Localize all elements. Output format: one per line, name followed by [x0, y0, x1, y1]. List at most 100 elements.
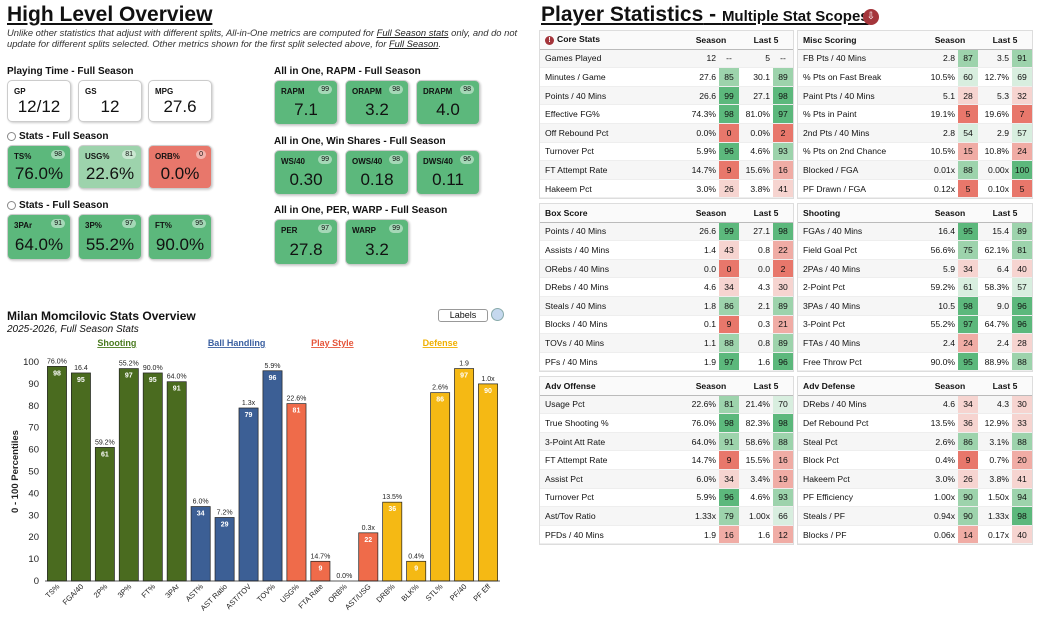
bar-usg-[interactable]	[286, 403, 307, 582]
bar-ast-tov[interactable]	[238, 407, 259, 582]
y-tick-label: 30	[28, 510, 39, 521]
info-icon[interactable]: !	[545, 36, 554, 46]
table-row: % Pts on Fast Break 10.5% 60 12.7% 69	[798, 68, 1032, 87]
radio-icon[interactable]	[7, 201, 16, 210]
season-value: 1.33x	[694, 510, 716, 521]
table-row: TOVs / 40 Mins 1.1 88 0.8 89	[540, 334, 793, 353]
bar-percentile-label: 91	[173, 386, 181, 393]
bar-pf-40[interactable]	[454, 368, 475, 582]
season-value: 1.9	[704, 529, 716, 540]
bar-tov-[interactable]	[262, 370, 283, 582]
y-tick-label: 20	[28, 532, 39, 543]
season-value: 0.12x	[933, 183, 955, 194]
season-value: 4.6	[943, 399, 955, 410]
last5-percentile: 57	[1012, 278, 1032, 296]
bar-percentile-label: 9	[318, 565, 322, 572]
season-value: 64.0%	[691, 436, 716, 447]
bar-ft-[interactable]	[142, 372, 163, 582]
bar-stat-label: 0.0%	[336, 573, 352, 580]
stat-name: FT Attempt Rate	[545, 455, 608, 466]
bar-percentile-label: 86	[436, 397, 444, 404]
full-season-link[interactable]: Full Season	[388, 38, 439, 49]
stat-name: % Pts on Fast Break	[803, 71, 882, 82]
last5-header: Last 5	[753, 34, 779, 45]
labels-toggle-button[interactable]: Labels	[438, 309, 488, 322]
y-tick-label: 70	[28, 423, 39, 434]
bar-2p-[interactable]	[94, 447, 115, 582]
bar-stat-label: 16.4	[74, 365, 88, 372]
stat-name: Free Throw Pct	[803, 356, 862, 367]
season-header: Season	[934, 380, 966, 391]
table-row: FT Attempt Rate 14.7% 9 15.6% 16	[540, 161, 793, 180]
table-row: 3-Point Pct 55.2% 97 64.7% 96	[798, 315, 1032, 335]
card-3par: 3PAr 91 64.0%	[7, 214, 71, 260]
bar-3p-[interactable]	[118, 368, 139, 582]
table-title: Adv Offense	[545, 380, 596, 391]
stat-name: 3-Point Pct	[803, 319, 846, 330]
last5-percentile: 96	[1012, 315, 1032, 334]
group-label-play-style: Play Style	[311, 338, 354, 348]
season-percentile: 26	[719, 179, 739, 198]
season-value: 3.0%	[696, 183, 716, 194]
season-value: 0.94x	[933, 510, 955, 521]
last5-value: 1.6	[758, 356, 770, 367]
radio-icon[interactable]	[7, 132, 16, 141]
season-value: 1.4	[704, 244, 716, 255]
bar-percentile-label: 95	[149, 377, 157, 384]
stat-name: Turnover Pct	[545, 492, 594, 503]
bar-ast-[interactable]	[190, 506, 211, 582]
full-season-stats-link[interactable]: Full Season stats	[376, 27, 449, 38]
stat-name: Field Goal Pct	[803, 244, 857, 255]
season-percentile: 98	[719, 105, 739, 123]
playing-time-title: Playing Time - Full Season	[7, 66, 134, 77]
table-row: Hakeem Pct 3.0% 26 3.8% 41	[540, 179, 793, 199]
last5-value: 9.0	[997, 300, 1009, 311]
card-warp: WARP 99 3.2	[345, 219, 409, 265]
table-adv-defense: Adv Defense Season Last 5 DRebs / 40 Mins 4.…	[797, 376, 1033, 546]
stat-name: PF Efficiency	[803, 492, 853, 503]
season-percentile: 34	[958, 395, 978, 414]
bar-pf-eff[interactable]	[478, 383, 498, 582]
season-percentile: 88	[719, 334, 739, 352]
bar-ts-[interactable]	[47, 366, 67, 582]
bar-stat-label: 13.5%	[382, 494, 402, 501]
last5-value: 0.8	[758, 244, 770, 255]
season-value: 6.0%	[696, 473, 716, 484]
bar-drb-[interactable]	[382, 501, 403, 582]
y-tick-label: 10	[28, 554, 39, 565]
last5-percentile: 33	[1012, 414, 1032, 432]
x-tick-label: FT%	[140, 582, 158, 600]
last5-percentile: 100	[1012, 161, 1032, 179]
stats-section-1-title[interactable]: Stats - Full Season	[7, 131, 108, 142]
x-tick-label: FGA/40	[61, 582, 86, 607]
bar-3par[interactable]	[166, 381, 187, 582]
season-percentile: 16	[719, 525, 739, 544]
table-row: 2-Point Pct 59.2% 61 58.3% 57	[798, 278, 1032, 297]
last5-percentile: 89	[1012, 222, 1032, 241]
stat-name: 2PAs / 40 Mins	[803, 263, 861, 274]
last5-value: 3.1%	[989, 436, 1009, 447]
last5-value: 1.00x	[748, 510, 770, 521]
last5-value: 2.9	[997, 127, 1009, 138]
last5-value: 5.3	[997, 90, 1009, 101]
table-row: Points / 40 Mins 26.6 99 27.1 98	[540, 86, 793, 106]
labels-toggle-icon[interactable]	[491, 308, 504, 321]
last5-value: 30.1	[753, 71, 770, 82]
last5-value: 2.1	[758, 300, 770, 311]
last5-percentile: 12	[773, 525, 793, 544]
stat-name: 2-Point Pct	[803, 282, 846, 293]
last5-percentile: 40	[1012, 259, 1032, 278]
stat-name: % Pts on 2nd Chance	[803, 146, 887, 157]
x-tick-label: FTA Rate	[296, 582, 324, 610]
stat-name: Hakeem Pct	[803, 473, 850, 484]
last5-value: 0.00x	[987, 164, 1009, 175]
season-value: 56.6%	[930, 244, 955, 255]
table-row: Minutes / Game 27.6 85 30.1 89	[540, 68, 793, 87]
bar-percentile-label: 98	[53, 370, 61, 377]
card-dws40: DWS/40 96 0.11	[416, 150, 480, 195]
bar-fga-40[interactable]	[70, 372, 91, 582]
stats-section-2-title[interactable]: Stats - Full Season	[7, 200, 108, 211]
bar-stl-[interactable]	[430, 392, 451, 582]
download-icon[interactable]: ⇩	[863, 9, 879, 25]
season-percentile: 0	[719, 123, 739, 142]
